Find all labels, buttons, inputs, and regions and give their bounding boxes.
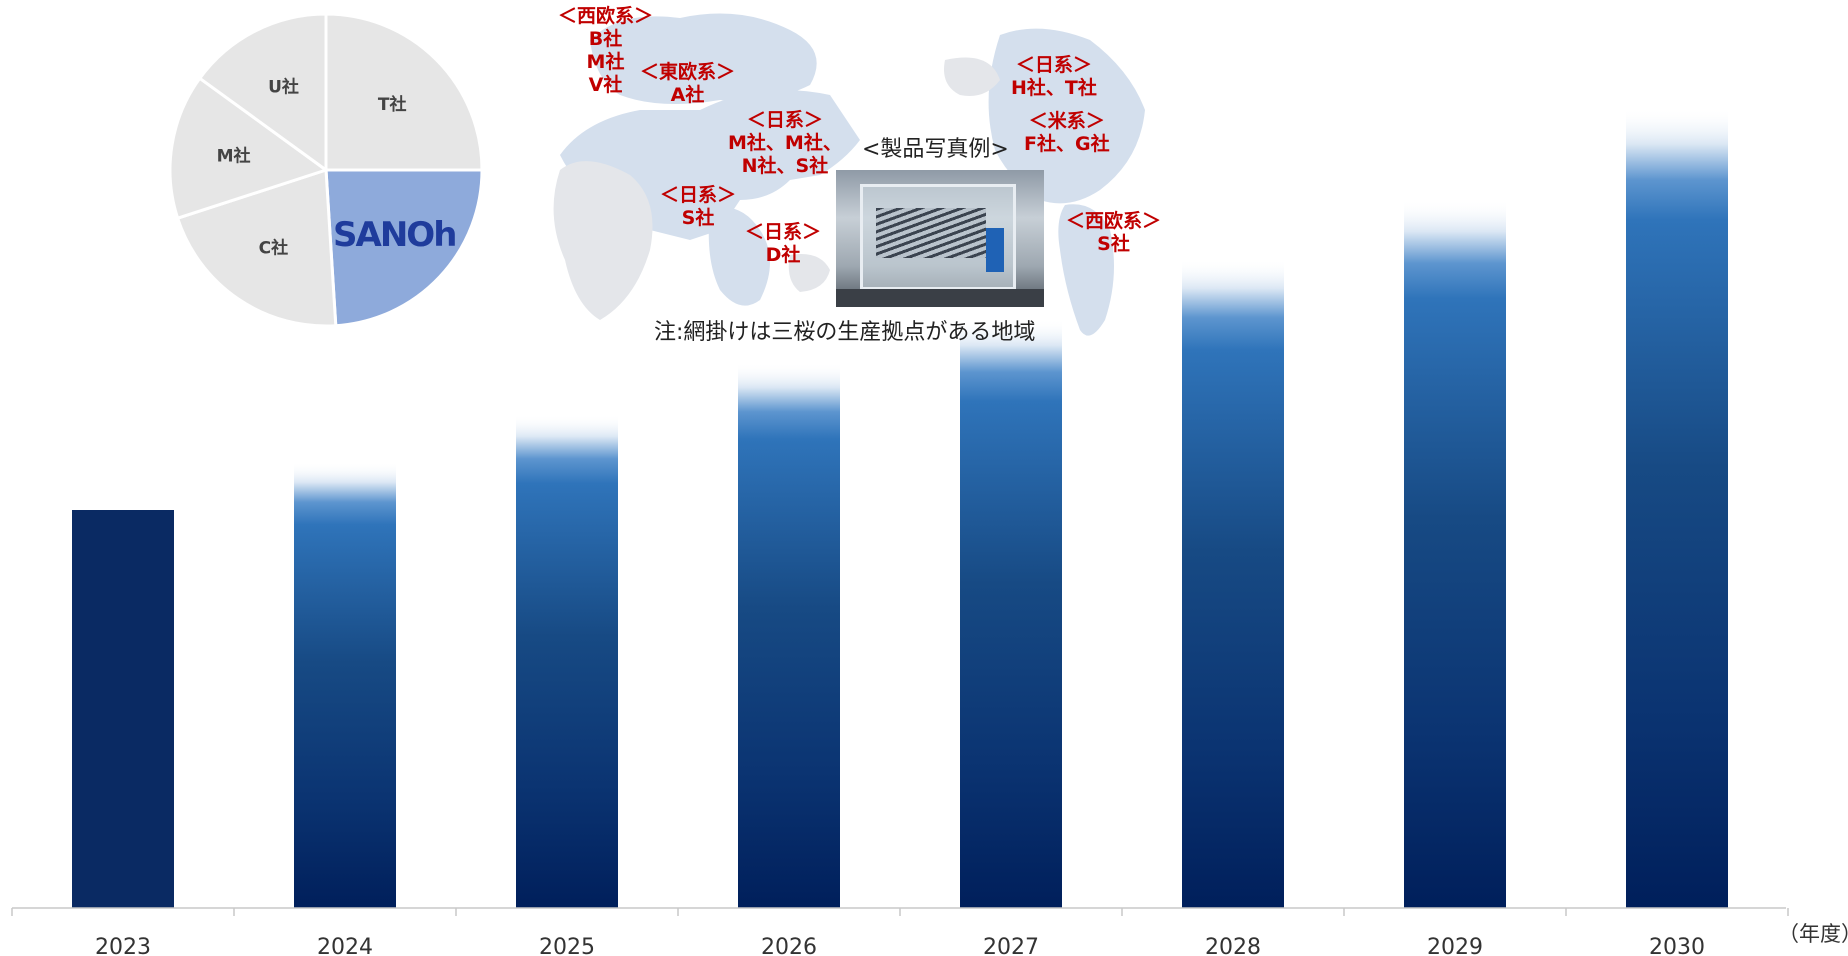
- pie-slice: [175, 167, 338, 328]
- label-west-europe-sa: ＜西欧系＞ S社: [1066, 210, 1161, 256]
- map-note: 注:網掛けは三桜の生産拠点がある地域: [654, 320, 1036, 345]
- photo-tubes: [876, 208, 986, 258]
- photo-caption: <製品写真例>: [862, 137, 1009, 162]
- world-map: [553, 13, 1145, 336]
- label-line: V社: [588, 74, 623, 96]
- x-tick-label: 2024: [317, 935, 373, 956]
- label-japan-na: ＜日系＞ H社、T社: [1011, 54, 1097, 100]
- x-tick-label: 2027: [983, 935, 1039, 956]
- pie-label: C社: [259, 237, 288, 258]
- bar-2025: [516, 414, 618, 908]
- bar-2024: [294, 462, 396, 908]
- pie-slice: [324, 168, 484, 328]
- pie-label: T社: [378, 94, 407, 115]
- pie-slice: [168, 76, 330, 221]
- x-axis-unit-label: （年度）: [1778, 922, 1848, 946]
- label-line: A社: [670, 84, 705, 106]
- label-japan-sea: ＜日系＞ D社: [745, 221, 821, 267]
- label-line: ＜日系＞: [660, 184, 737, 206]
- label-japan-china: ＜日系＞ M社、M社、 N社、S社: [728, 109, 842, 178]
- bar-2023: [72, 510, 174, 908]
- bar-2030: [1626, 108, 1728, 908]
- label-us: ＜米系＞ F社、G社: [1024, 110, 1110, 156]
- x-tick-label: 2025: [539, 935, 595, 956]
- product-photo: [836, 170, 1044, 307]
- label-line: H社、T社: [1011, 77, 1097, 99]
- label-line: N社、S社: [741, 155, 829, 177]
- x-tick-label: 2026: [761, 935, 817, 956]
- bar-series: [72, 108, 1728, 909]
- label-east-europe: ＜東欧系＞ A社: [640, 61, 735, 107]
- label-line: ＜日系＞: [745, 221, 822, 243]
- label-west-europe: ＜西欧系＞ B社 M社 V社: [558, 5, 653, 97]
- label-line: ＜西欧系＞: [1066, 210, 1162, 232]
- x-tick-label: 2023: [95, 935, 151, 956]
- label-line: ＜米系＞: [1028, 110, 1105, 132]
- label-line: F社、G社: [1024, 133, 1110, 155]
- label-line: ＜日系＞: [746, 109, 823, 131]
- bar-2028: [1182, 259, 1284, 908]
- pie-slice: [197, 12, 328, 173]
- photo-blue-part: [986, 228, 1004, 272]
- bar-2026: [738, 362, 840, 908]
- label-line: ＜日系＞: [1015, 54, 1092, 76]
- x-tick-label: 2028: [1205, 935, 1261, 956]
- label-line: M社、M社、: [728, 132, 842, 154]
- market-share-pie: T社 SANOh C社 M社 U社: [168, 12, 484, 328]
- label-line: B社: [588, 28, 623, 50]
- x-tick-label: 2030: [1649, 935, 1705, 956]
- bar-2029: [1404, 199, 1506, 908]
- x-tick-label: 2029: [1427, 935, 1483, 956]
- bar-2027: [960, 318, 1062, 909]
- photo-floor: [836, 289, 1044, 307]
- label-line: S社: [1097, 233, 1130, 255]
- label-line: S社: [681, 207, 715, 229]
- pie-label: U社: [268, 77, 299, 98]
- x-axis: 2023 2024 2025 2026 2027 2028 2029 2030: [11, 907, 1789, 956]
- pie-slice: [324, 12, 484, 172]
- label-japan-india: ＜日系＞ S社: [660, 184, 736, 230]
- label-line: D社: [765, 244, 801, 266]
- label-line: ＜東欧系＞: [640, 61, 736, 83]
- label-line: M社: [586, 51, 625, 73]
- label-line: ＜西欧系＞: [558, 5, 654, 27]
- sanoh-logo: SANOh: [333, 215, 455, 255]
- pie-label: M社: [217, 145, 251, 166]
